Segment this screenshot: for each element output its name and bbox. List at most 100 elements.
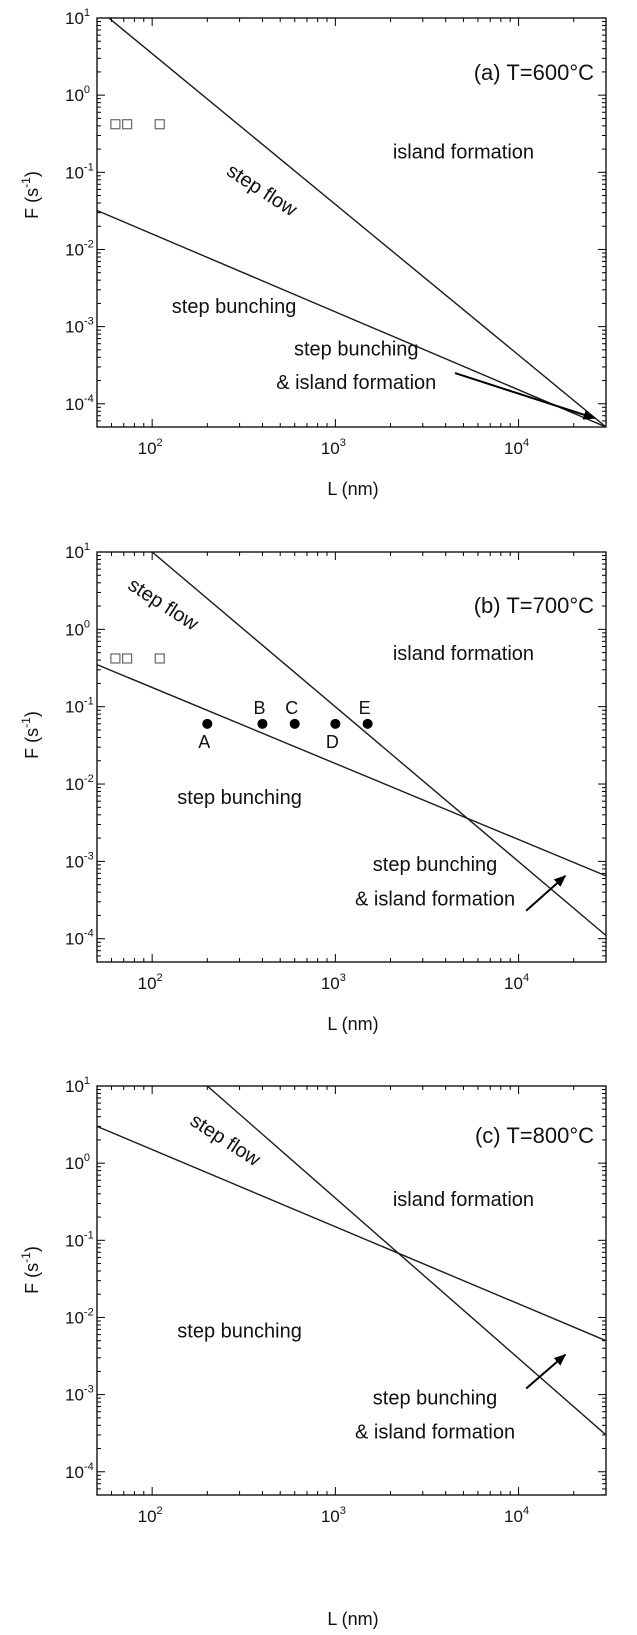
y-tick-label-exp: 0 [84,84,90,96]
y-tick-label-base: 10 [65,395,84,414]
y-tick-label-exp: -2 [84,238,94,250]
svg-text:F (s-1): F (s-1) [19,1246,42,1294]
y-tick-label-exp: -2 [84,1306,94,1318]
x-tick-label-base: 10 [321,1507,340,1526]
x-tick-label-exp: 3 [340,1505,346,1517]
y-tick-label-base: 10 [65,1077,84,1096]
data-point-c-label: C [285,698,298,718]
y-tick-label: 10-2 [65,238,94,259]
region-label: step flow [186,1110,265,1172]
x-tick-label: 102 [138,1505,163,1526]
panel-a-frame [96,17,607,428]
y-tick-label-exp: -1 [84,696,94,708]
open-square-marker [154,653,165,664]
panel-a-plot-area [97,18,606,427]
panel-a-y-axis-title: F (s-1) [19,171,42,219]
y-tick-label-base: 10 [65,240,84,259]
y-tick-label-base: 10 [65,543,84,562]
y-tick-label: 100 [65,84,90,105]
y-tick-label: 10-1 [65,161,94,182]
annotation-arrow [454,372,596,420]
y-axis-title-base: F (s [22,728,42,759]
x-tick-label-exp: 3 [340,972,346,984]
y-tick-label: 101 [65,1075,90,1096]
x-tick-label: 102 [138,972,163,993]
panel-a-title: (a) T=600°C [474,60,594,85]
x-tick-label-exp: 4 [523,437,529,449]
data-point-a [202,718,213,729]
panel-b-y-axis-title: F (s-1) [19,711,42,759]
panel-b-title: (b) T=700°C [474,593,594,618]
boundary-line-2 [97,663,606,877]
region-label: step bunching [373,1387,498,1409]
region-label: island formation [393,643,534,665]
y-tick-label-exp: -4 [84,1461,94,1473]
region-label: island formation [393,142,534,164]
x-tick-label-base: 10 [504,1507,523,1526]
panel-a-x-axis-title: L (nm) [327,479,378,499]
y-axis-title-exp: -1 [19,717,33,728]
region-label: & island formation [355,1421,515,1443]
data-point-b [257,718,268,729]
open-square-marker [110,653,121,664]
x-tick-label: 103 [321,972,346,993]
panel-c-y-axis-title: F (s-1) [19,1246,42,1294]
y-tick-label: 10-1 [65,1229,94,1250]
region-label: island formation [393,1189,534,1211]
x-tick-label: 104 [504,437,529,458]
x-tick-label: 104 [504,1505,529,1526]
data-point-e [362,718,373,729]
y-tick-label: 101 [65,541,90,562]
y-tick-label-base: 10 [65,86,84,105]
x-tick-label: 103 [321,437,346,458]
boundary-line-2 [97,1125,606,1342]
y-tick-label-exp: -3 [84,316,94,328]
y-tick-label-base: 10 [65,775,84,794]
annotation-arrow [525,875,567,912]
y-tick-label-exp: 0 [84,618,90,630]
x-tick-label-base: 10 [504,439,523,458]
y-tick-label-base: 10 [65,1308,84,1327]
panel-c: (c) T=800°C F (s-1) L (nm) 102 103 1041011… [19,1075,607,1629]
boundary-line-1 [108,18,606,427]
y-tick-label: 101 [65,7,90,28]
y-tick-label: 10-3 [65,316,94,337]
boundary-line-1 [151,552,606,937]
y-tick-label-base: 10 [65,318,84,337]
x-tick-label-base: 10 [504,974,523,993]
open-square-marker [154,119,165,130]
region-label: step bunching [172,296,297,318]
x-tick-label: 103 [321,1505,346,1526]
y-tick-label: 10-1 [65,696,94,717]
y-axis-title-close: ) [22,711,42,717]
panel-c-title: (c) T=800°C [475,1123,594,1148]
y-axis-title-base: F (s [22,188,42,219]
panel-b: (b) T=700°C F (s-1) L (nm) 102 103 1041011… [19,541,607,1034]
panel-a: (a) T=600°C F (s-1) L (nm) 102 103 1041011… [19,7,607,499]
y-tick-label-exp: -2 [84,773,94,785]
panel-c-frame [96,1085,607,1496]
y-tick-label-exp: 0 [84,1152,90,1164]
y-tick-label: 100 [65,1152,90,1173]
y-tick-label-base: 10 [65,1231,84,1250]
region-label: step bunching [177,1320,302,1342]
svg-text:F (s-1): F (s-1) [19,171,42,219]
x-tick-label-base: 10 [321,974,340,993]
y-tick-label-base: 10 [65,9,84,28]
data-point-d-label: D [326,732,339,752]
region-label: & island formation [276,372,436,394]
annotation-arrow [525,1353,567,1390]
y-tick-label-base: 10 [65,1463,84,1482]
data-point-a-label: A [198,732,210,752]
x-tick-label: 104 [504,972,529,993]
panel-b-frame [96,551,607,963]
x-tick-label-exp: 2 [157,972,163,984]
panel-c-x-axis-title: L (nm) [327,1609,378,1629]
x-tick-label-base: 10 [138,439,157,458]
y-axis-title-exp: -1 [19,177,33,188]
y-tick-label-base: 10 [65,163,84,182]
y-tick-label: 100 [65,618,90,639]
y-tick-label: 10-4 [65,393,94,414]
y-tick-label-base: 10 [65,620,84,639]
